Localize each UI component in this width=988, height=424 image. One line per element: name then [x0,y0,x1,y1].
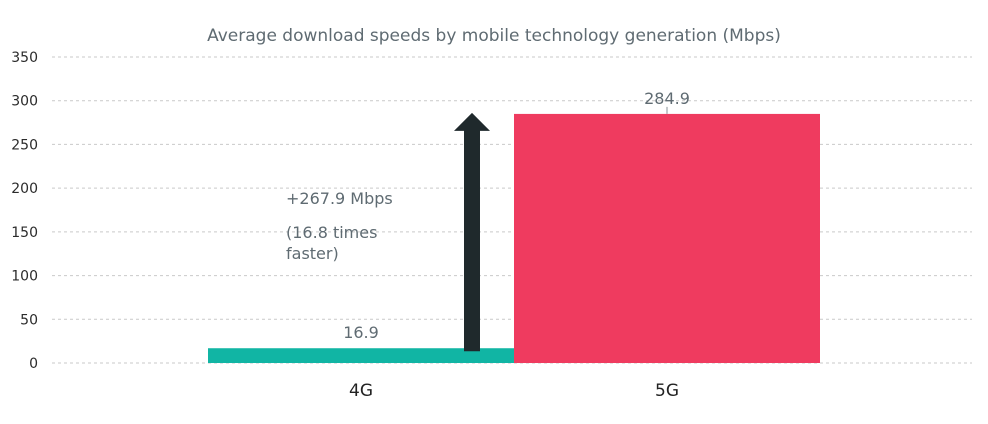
x-axis: 4G 5G [349,381,679,401]
annotation-text-line-3: faster) [286,244,339,263]
y-tick-label: 250 [11,137,38,153]
bars: 16.9 284.9 [208,89,820,363]
annotation: +267.9 Mbps (16.8 times faster) [286,112,490,352]
bar-4g [208,348,514,363]
annotation-text-line-1: +267.9 Mbps [286,189,393,208]
x-tick-label: 4G [349,381,373,401]
y-tick-label: 100 [11,269,38,285]
y-tick-label: 300 [11,94,38,110]
y-tick-label: 350 [11,50,38,66]
annotation-text-line-2: (16.8 times [286,223,377,242]
y-tick-label: 200 [11,181,38,197]
chart-title: Average download speeds by mobile techno… [207,26,781,46]
data-label: 16.9 [343,323,379,342]
up-arrow-icon [454,112,490,352]
x-tick-label: 5G [655,381,679,401]
y-axis: 0 50 100 150 200 250 300 350 [11,50,38,372]
y-tick-label: 0 [29,356,38,372]
y-tick-label: 150 [11,225,38,241]
y-tick-label: 50 [20,312,38,328]
gridlines [52,56,972,364]
data-label: 284.9 [644,89,690,108]
bar-5g [514,113,820,363]
